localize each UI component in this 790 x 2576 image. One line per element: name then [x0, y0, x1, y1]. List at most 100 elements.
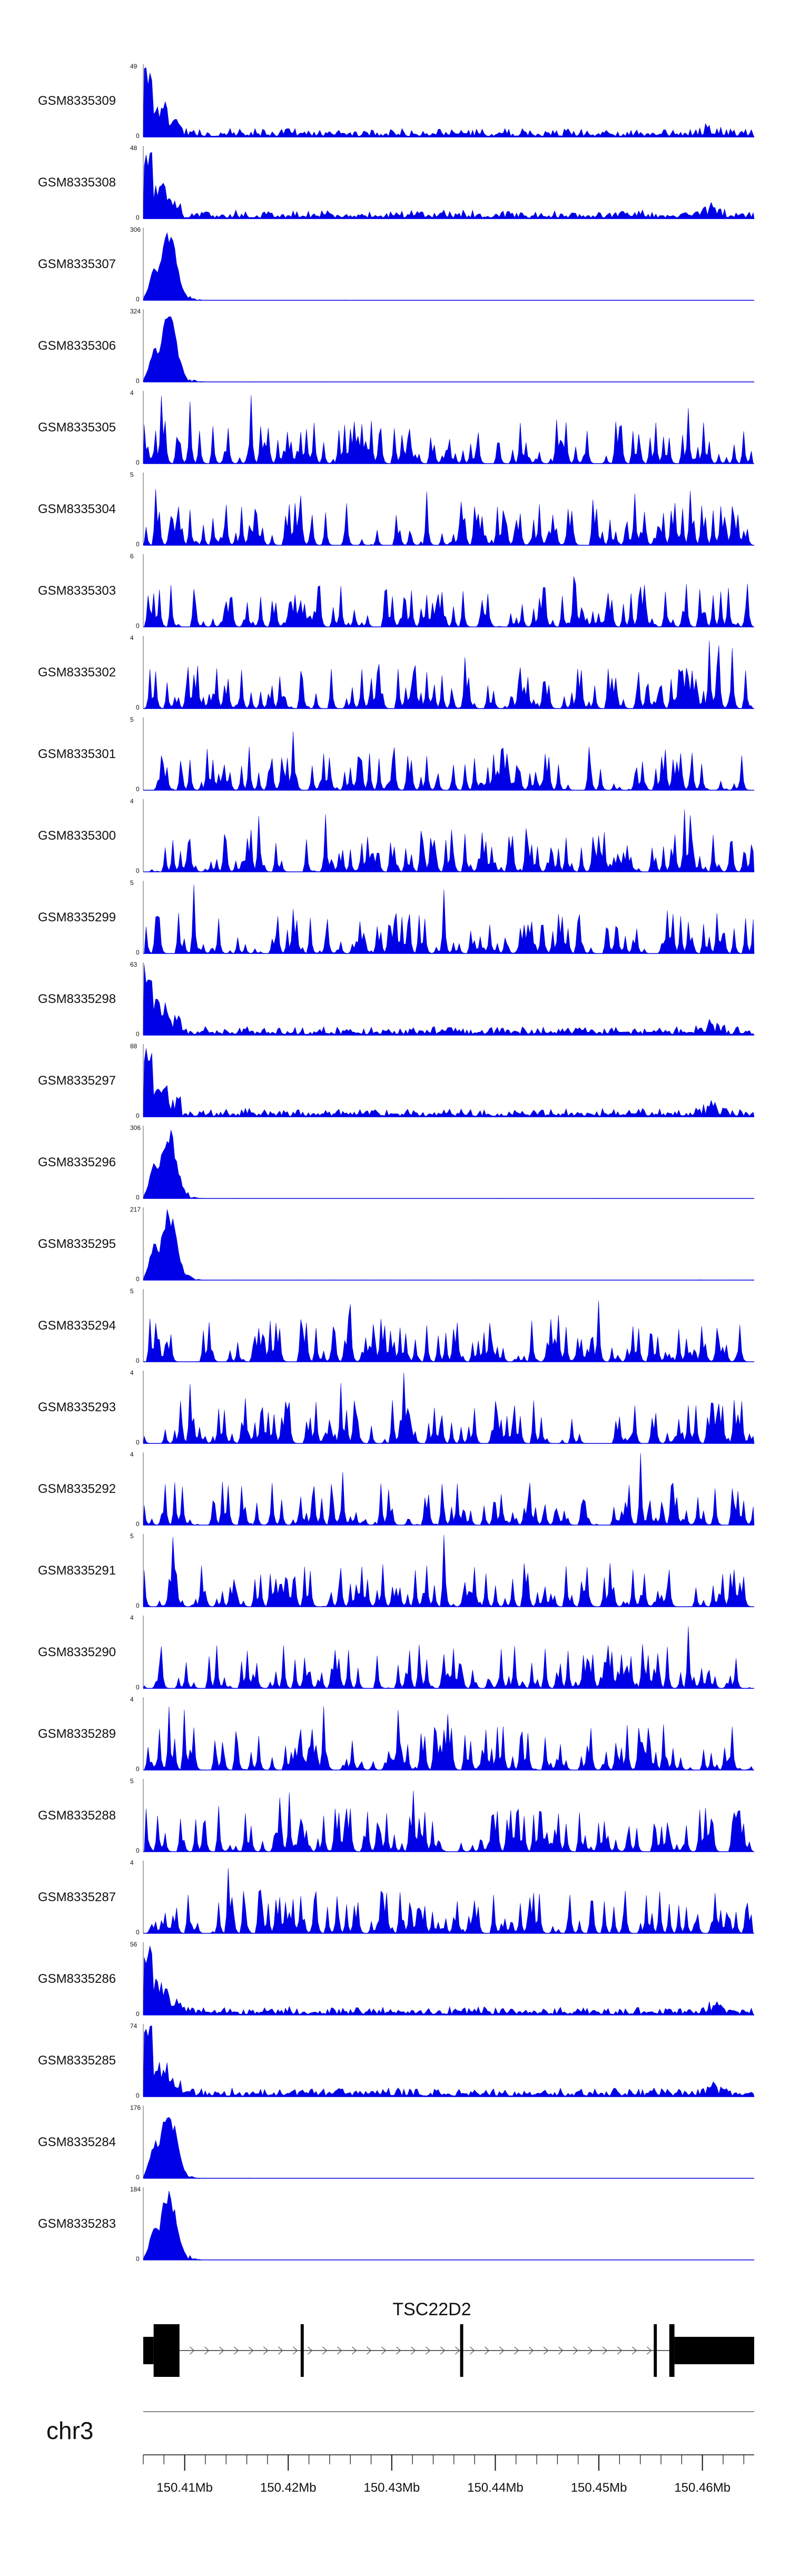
- track-GSM8335293: GSM8335293 4 0: [38, 1369, 755, 1446]
- signal-area: [143, 232, 754, 301]
- track-label: GSM8335300: [38, 829, 116, 843]
- signal-tracks: GSM8335309 49 0 GSM8335308 48 0 GSM8335307 306 0…: [38, 63, 755, 2263]
- signal-area: [143, 731, 754, 791]
- track-ymin-label: 0: [136, 785, 140, 793]
- track-ymin-label: 0: [136, 1194, 140, 1201]
- gene-name-label: TSC22D2: [392, 2299, 471, 2319]
- signal-area: [143, 1626, 754, 1689]
- strand-chevron: [647, 2346, 652, 2355]
- track-label: GSM8335306: [38, 339, 116, 353]
- signal-area: [143, 1453, 755, 1526]
- gene-exon-cds: [300, 2324, 304, 2377]
- signal-area: [143, 152, 755, 219]
- track-ymax-label: 176: [130, 2104, 141, 2111]
- track-ymax-label: 49: [130, 63, 137, 70]
- strand-chevron: [381, 2346, 387, 2355]
- track-label: GSM8335297: [38, 1074, 116, 1088]
- signal-area: [143, 640, 754, 709]
- track-ymax-label: 324: [130, 308, 141, 315]
- track-ymin-label: 0: [136, 459, 140, 466]
- track-ymin-label: 0: [136, 1030, 140, 1038]
- track-label: GSM8335301: [38, 747, 116, 761]
- track-ymax-label: 217: [130, 1206, 141, 1213]
- track-label: GSM8335295: [38, 1237, 116, 1251]
- track-ymax-label: 306: [130, 226, 141, 233]
- track-GSM8335289: GSM8335289 4 0: [38, 1696, 754, 1773]
- track-ymin-label: 0: [136, 867, 140, 874]
- track-label: GSM8335286: [38, 1972, 116, 1986]
- track-label: GSM8335296: [38, 1155, 116, 1169]
- track-label: GSM8335307: [38, 257, 116, 271]
- track-GSM8335290: GSM8335290 4 0: [38, 1614, 754, 1691]
- signal-area: [143, 67, 755, 137]
- strand-chevron: [440, 2346, 446, 2355]
- signal-area: [143, 2025, 755, 2097]
- gene-exon-cds: [669, 2324, 675, 2377]
- track-ymax-label: 5: [130, 716, 134, 723]
- track-GSM8335286: GSM8335286 56 0: [38, 1941, 755, 2018]
- track-ymax-label: 48: [130, 144, 137, 152]
- track-GSM8335298: GSM8335298 63 0: [38, 961, 755, 1038]
- track-ymin-label: 0: [136, 377, 140, 385]
- track-ymin-label: 0: [136, 2010, 140, 2018]
- track-ymax-label: 5: [130, 1287, 134, 1295]
- track-ymin-label: 0: [136, 1112, 140, 1119]
- track-ymin-label: 0: [136, 949, 140, 956]
- signal-area: [143, 1209, 754, 1281]
- track-GSM8335308: GSM8335308 48 0: [38, 144, 755, 221]
- strand-chevron: [352, 2346, 357, 2355]
- track-ymin-label: 0: [136, 704, 140, 711]
- track-GSM8335309: GSM8335309 49 0: [38, 63, 755, 140]
- track-label: GSM8335308: [38, 175, 116, 190]
- strand-chevron: [588, 2346, 593, 2355]
- track-ymin-label: 0: [136, 540, 140, 548]
- track-label: GSM8335305: [38, 420, 116, 435]
- track-ymax-label: 56: [130, 1941, 137, 1948]
- x-tick-label: 150.46Mb: [674, 2481, 730, 2495]
- track-label: GSM8335288: [38, 1808, 116, 1823]
- track-ymin-label: 0: [136, 296, 140, 303]
- strand-chevron: [190, 2346, 195, 2355]
- gene-exon-utr: [143, 2337, 154, 2364]
- signal-area: [143, 1706, 754, 1771]
- track-label: GSM8335291: [38, 1564, 116, 1578]
- track-label: GSM8335299: [38, 910, 116, 925]
- track-ymax-label: 4: [130, 1859, 134, 1866]
- track-ymax-label: 4: [130, 389, 134, 397]
- x-tick-label: 150.43Mb: [363, 2481, 420, 2495]
- track-GSM8335303: GSM8335303 6 0: [38, 553, 754, 630]
- track-label: GSM8335289: [38, 1727, 116, 1741]
- strand-chevron: [603, 2346, 608, 2355]
- strand-chevron: [322, 2346, 328, 2355]
- signal-area: [143, 489, 754, 546]
- gene-exon-cds: [153, 2324, 180, 2377]
- track-label: GSM8335298: [38, 992, 116, 1006]
- track-GSM8335305: GSM8335305 4 0: [38, 389, 754, 466]
- strand-chevron: [470, 2346, 475, 2355]
- track-label: GSM8335304: [38, 502, 116, 516]
- signal-area: [143, 1945, 755, 2015]
- track-GSM8335287: GSM8335287 4 0: [38, 1859, 754, 1936]
- track-ymin-label: 0: [136, 132, 140, 140]
- x-tick-label: 150.42Mb: [260, 2481, 317, 2495]
- signal-area: [143, 2190, 754, 2260]
- track-ymax-label: 306: [130, 1124, 141, 1132]
- chromosome-label: chr3: [46, 2417, 93, 2444]
- track-label: GSM8335285: [38, 2053, 116, 2068]
- signal-area: [143, 884, 755, 954]
- track-ymax-label: 63: [130, 961, 137, 968]
- strand-chevron: [499, 2346, 505, 2355]
- track-GSM8335299: GSM8335299 5 0: [38, 879, 755, 956]
- strand-chevron: [219, 2346, 224, 2355]
- strand-chevron: [455, 2346, 460, 2355]
- strand-chevron: [573, 2346, 578, 2355]
- track-label: GSM8335290: [38, 1645, 116, 1659]
- strand-chevron: [426, 2346, 431, 2355]
- signal-area: [143, 2117, 754, 2179]
- gene-track: TSC22D2: [143, 2299, 754, 2377]
- strand-chevron: [411, 2346, 416, 2355]
- track-GSM8335296: GSM8335296 306 0: [38, 1124, 754, 1201]
- track-ymax-label: 4: [130, 798, 134, 805]
- signal-area: [143, 395, 754, 464]
